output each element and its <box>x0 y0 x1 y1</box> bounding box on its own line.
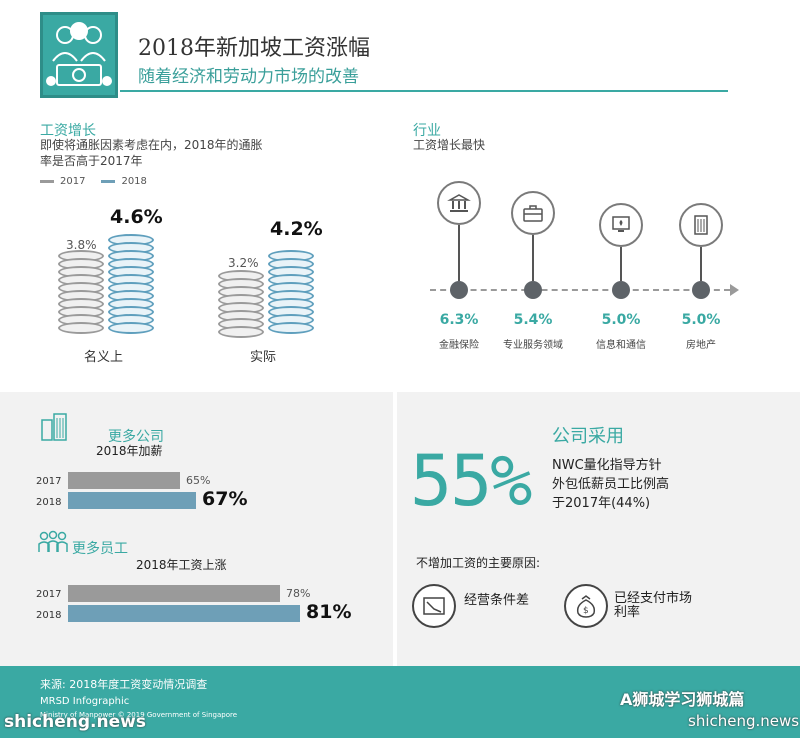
industry-1-pct: 6.3% <box>439 312 479 328</box>
industry-stem-2 <box>532 235 534 281</box>
industry-stem-4 <box>700 247 702 281</box>
bank-icon <box>437 181 481 225</box>
more-employees-sub: 2018年工资上涨 <box>136 558 227 572</box>
footer-bar <box>0 666 800 738</box>
industry-1-name: 金融保险 <box>439 340 479 351</box>
wage-growth-label: 工资增长 <box>40 123 96 139</box>
legend-swatch-2017 <box>40 180 54 183</box>
reason-2-label: 已经支付市场 <box>614 591 693 606</box>
more-companies-label: 更多公司 <box>108 429 164 445</box>
briefcase-icon <box>511 191 555 235</box>
real-2018-value: 4.2% <box>270 218 323 240</box>
reason-2-label-line2: 利率 <box>614 605 641 620</box>
watermark-badge: A狮城学习狮城篇 <box>620 690 745 709</box>
legend-2018: 2018 <box>121 176 147 187</box>
reasons-title: 不增加工资的主要原因: <box>416 556 541 570</box>
page-subtitle: 随着经济和劳动力市场的改善 <box>138 67 359 87</box>
header-divider <box>120 90 728 92</box>
money-bag-icon: $ <box>564 584 608 628</box>
real-2017-value: 3.2% <box>228 256 259 270</box>
more-employees-label: 更多员工 <box>72 541 128 557</box>
company-adoption-line-1: NWC量化指导方针 <box>552 458 662 473</box>
employees-2018-value: 81% <box>306 601 352 623</box>
industry-2-pct: 5.4% <box>513 312 553 328</box>
reason-1-label: 经营条件差 <box>464 593 530 608</box>
employees-2018-year: 2018 <box>36 610 62 621</box>
footer-mrsd: MRSD Infographic <box>40 696 130 707</box>
employees-2017-year: 2017 <box>36 589 62 600</box>
wage-growth-desc-1: 即使将通胀因素考虑在内，2018年的通胀 <box>40 138 263 152</box>
wage-growth-desc-2: 率是否高于2017年 <box>40 154 143 168</box>
employees-2018-bar <box>68 605 300 622</box>
industry-timeline <box>430 289 730 291</box>
companies-2018-year: 2018 <box>36 497 62 508</box>
nominal-2018-value: 4.6% <box>110 206 163 228</box>
companies-2018-value: 67% <box>202 488 248 510</box>
footer-source: 来源: 2018年度工资变动情况调查 <box>40 678 208 691</box>
companies-2018-bar <box>68 492 196 509</box>
coin <box>218 326 264 338</box>
footer-ministry: Ministry of Manpower © 2019 Government o… <box>40 711 238 719</box>
companies-2017-value: 65% <box>186 474 211 487</box>
industry-2-name: 专业服务领域 <box>503 340 563 351</box>
header-people-money-icon <box>40 12 118 98</box>
watermark-left: shicheng.news <box>4 712 146 732</box>
coin <box>268 322 314 334</box>
industry-dot-2 <box>524 281 542 299</box>
employees-2017-bar <box>68 585 280 602</box>
watermark-right: shicheng.news <box>688 712 800 730</box>
svg-text:$: $ <box>583 606 589 616</box>
wage-growth-legend: 2017 2018 <box>40 176 147 187</box>
industry-dot-1 <box>450 281 468 299</box>
legend-2017: 2017 <box>60 176 86 187</box>
industry-4-name: 房地产 <box>686 340 716 351</box>
companies-2017-year: 2017 <box>36 476 62 487</box>
industry-sub: 工资增长最快 <box>413 138 486 152</box>
company-adoption-line-3: 于2017年(44%) <box>552 496 651 511</box>
coin <box>108 322 154 334</box>
industry-label: 行业 <box>413 123 441 139</box>
page-title: 2018年新加坡工资涨幅 <box>138 36 370 61</box>
industry-dot-3 <box>612 281 630 299</box>
computer-icon <box>599 203 643 247</box>
industry-dot-4 <box>692 281 710 299</box>
office-building-icon <box>40 412 70 446</box>
companies-2017-bar <box>68 472 180 489</box>
nominal-2017-value: 3.8% <box>66 238 97 252</box>
building-icon <box>679 203 723 247</box>
company-adoption-line-2: 外包低薪员工比例高 <box>552 477 670 492</box>
industry-stem-1 <box>458 225 460 281</box>
real-label: 实际 <box>250 350 277 365</box>
company-adoption-label: 公司采用 <box>552 426 624 447</box>
industry-stem-3 <box>620 247 622 281</box>
industry-timeline-arrow <box>730 284 739 296</box>
company-adoption-big-value: 55% <box>410 440 532 522</box>
industry-3-name: 信息和通信 <box>596 340 646 351</box>
coin <box>58 322 104 334</box>
employees-2017-value: 78% <box>286 587 311 600</box>
industry-4-pct: 5.0% <box>681 312 721 328</box>
industry-3-pct: 5.0% <box>601 312 641 328</box>
nominal-label: 名义上 <box>84 350 124 365</box>
legend-swatch-2018 <box>101 180 116 183</box>
declining-chart-icon <box>412 584 456 628</box>
more-companies-sub: 2018年加薪 <box>96 444 163 458</box>
employees-group-icon <box>38 530 68 558</box>
